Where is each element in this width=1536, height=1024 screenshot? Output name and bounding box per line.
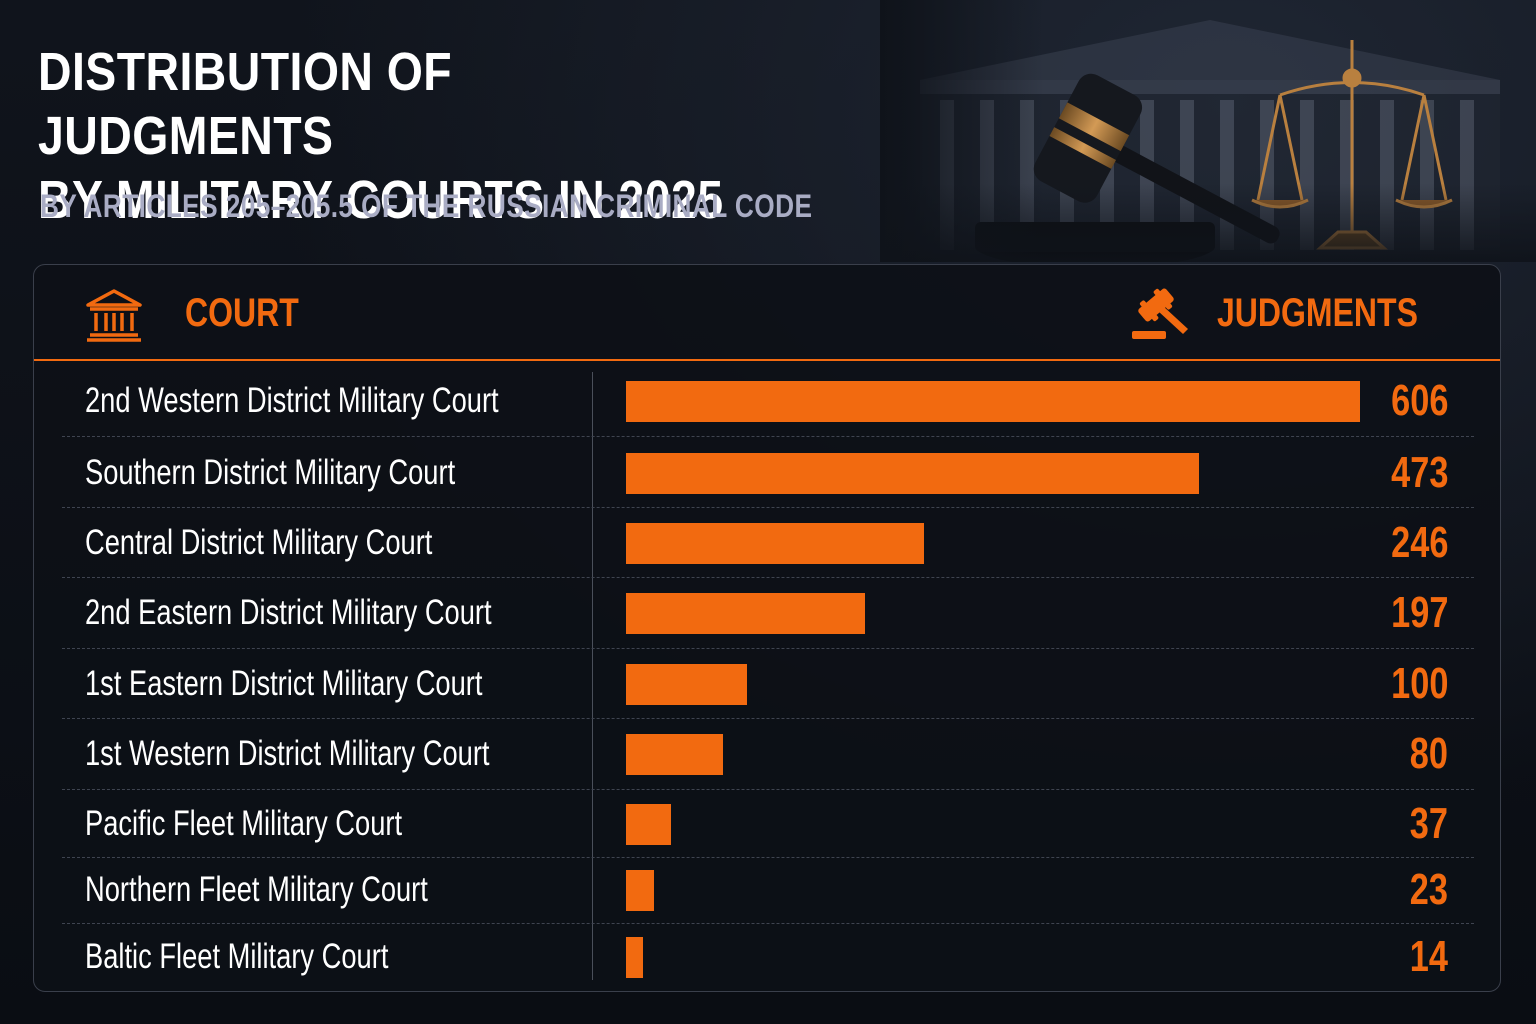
bar [626,664,747,705]
row-separator [62,923,1474,924]
bar [626,937,643,978]
court-name-label: 1st Eastern District Military Court [85,664,483,703]
court-name-label: Pacific Fleet Military Court [85,804,403,843]
court-name-label: Southern District Military Court [85,453,456,492]
court-name-label: Baltic Fleet Military Court [85,937,389,976]
judgment-count-label: 80 [1409,729,1448,778]
court-column-header: COURT [185,291,299,335]
courthouse-icon [84,285,144,350]
judgment-count-label: 473 [1390,448,1448,497]
court-name-label: Central District Military Court [85,523,433,562]
judgment-count-label: 100 [1390,659,1448,708]
column-divider [592,372,593,980]
judgments-column-header: JUDGMENTS [1217,291,1418,335]
row-separator [62,648,1474,649]
chart-panel: COURT JUDGMENTS 2nd Western District Mil… [33,264,1501,992]
row-separator [62,577,1474,578]
row-separator [62,857,1474,858]
bar [626,734,723,775]
hero-illustration [880,0,1536,262]
gavel-icon [1130,285,1192,346]
bar [626,381,1360,422]
bar [626,804,671,845]
court-name-label: 1st Western District Military Court [85,734,490,773]
judgment-count-label: 246 [1390,518,1448,567]
title-line-1: DISTRIBUTION OF JUDGMENTS [38,42,453,166]
bar [626,453,1199,494]
judgment-count-label: 23 [1409,865,1448,914]
row-separator [62,718,1474,719]
title-line-2: BY MILITARY COURTS IN 2025 [38,170,724,230]
row-separator [62,436,1474,437]
judgment-count-label: 606 [1390,376,1448,425]
bar [626,870,654,911]
judgment-count-label: 37 [1409,799,1448,848]
bar [626,523,924,564]
court-name-label: 2nd Eastern District Military Court [85,593,492,632]
page-subtitle: BY ARTICLES 205–205.5 OF THE RUSSIAN CRI… [40,188,813,224]
table-header: COURT JUDGMENTS [34,265,1500,361]
row-separator [62,507,1474,508]
row-separator [62,789,1474,790]
judgment-count-label: 14 [1409,932,1448,981]
judgment-count-label: 197 [1390,588,1448,637]
page-title: DISTRIBUTION OF JUDGMENTS BY MILITARY CO… [38,40,760,232]
court-name-label: Northern Fleet Military Court [85,870,428,909]
court-name-label: 2nd Western District Military Court [85,381,499,420]
bar [626,593,865,634]
